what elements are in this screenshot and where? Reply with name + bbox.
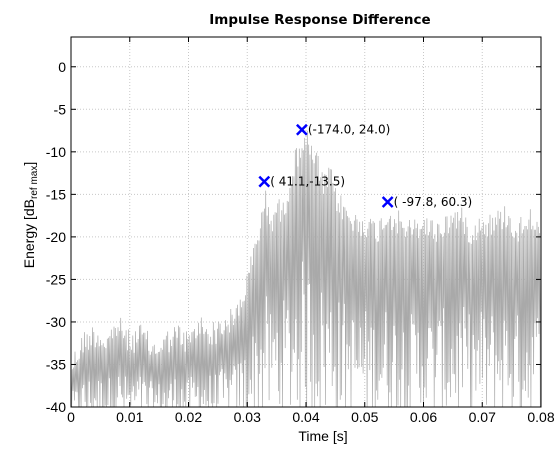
marker-cross — [381, 196, 394, 208]
ticks: 0 0.01 0.02 0.03 0.04 0.05 0.06 0.07 0.08 -40 -35 -… — [46, 37, 555, 425]
y-axis-label-main: Energy [dB — [21, 199, 37, 268]
y-tick-label: -30 — [46, 314, 66, 330]
x-tick-label: 0.06 — [410, 409, 437, 425]
x-tick-label: 0.01 — [116, 409, 143, 425]
x-axis-label: Time [s] — [298, 428, 347, 444]
marker-cross — [258, 175, 271, 188]
y-tick-label: -5 — [54, 101, 67, 117]
x-tick-label: 0.07 — [469, 409, 496, 425]
y-axis-label-sub: ref max — [29, 166, 40, 199]
chart-title: Impulse Response Difference — [209, 12, 430, 28]
y-tick-label: -40 — [46, 399, 66, 415]
y-axis-label-close: ] — [21, 162, 37, 166]
x-tick-label: 0.04 — [292, 409, 319, 425]
x-tick-label: 0.03 — [234, 409, 261, 425]
y-tick-label: 0 — [58, 59, 66, 75]
energy-trace — [70, 130, 542, 408]
y-tick-label: -20 — [46, 229, 66, 245]
x-tick-label: 0.05 — [351, 409, 378, 425]
x-tick-label: 0.02 — [175, 409, 202, 425]
y-axis-label: Energy [dBref max] — [21, 162, 40, 269]
marker-label: (-174.0, 24.0) — [308, 123, 390, 137]
y-tick-label: -25 — [46, 271, 66, 287]
x-tick-label: 0 — [67, 409, 75, 425]
marker-label: ( 41.1,-13.5) — [270, 175, 345, 189]
y-tick-label: -35 — [46, 356, 66, 372]
plot-area — [70, 130, 542, 408]
x-tick-label: 0.08 — [527, 409, 554, 425]
marker-cross — [296, 123, 308, 136]
y-tick-label: -10 — [46, 144, 66, 160]
y-tick-label: -15 — [46, 186, 66, 202]
marker-label: ( -97.8, 60.3) — [394, 195, 473, 209]
markers: ( 41.1,-13.5) (-174.0, 24.0) ( -97.8, 60.3… — [258, 123, 473, 209]
